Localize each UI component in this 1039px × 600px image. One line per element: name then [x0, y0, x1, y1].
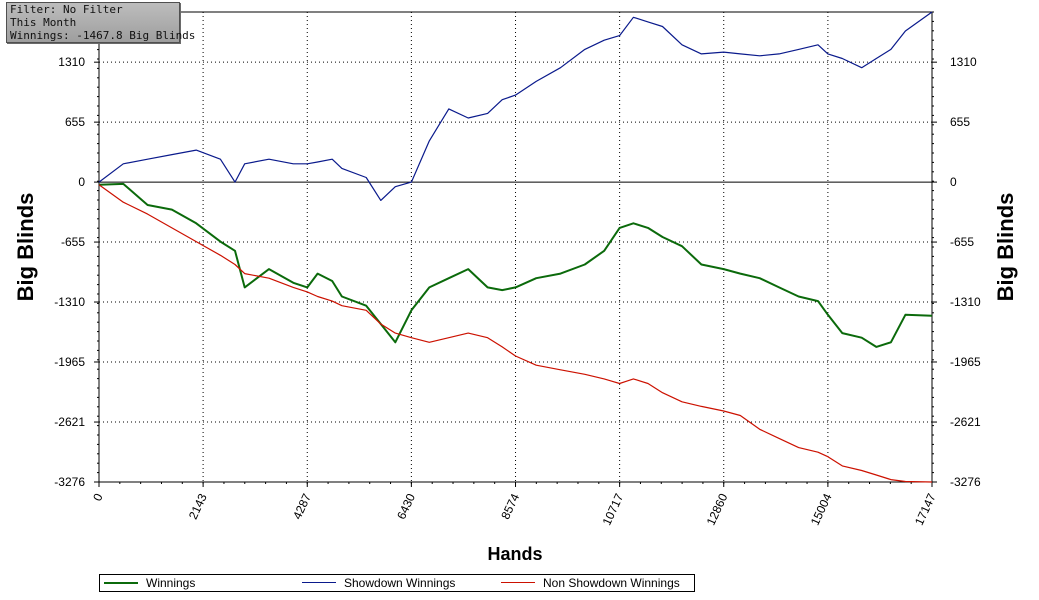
- plot-background: [98, 11, 933, 483]
- x-tick-label: 2143: [186, 491, 210, 521]
- x-tick-label: 6430: [394, 491, 418, 521]
- legend-item-non-showdown: Non Showdown Winnings: [501, 575, 691, 591]
- x-tick-label: 12860: [704, 491, 731, 527]
- x-tick-label: 0: [90, 491, 106, 503]
- legend-label-showdown: Showdown Winnings: [344, 576, 456, 590]
- y-tick-label-right: -3276: [950, 475, 981, 489]
- winnings-summary: Winnings: -1467.8 Big Blinds: [10, 29, 196, 42]
- y-tick-label-left: -2621: [54, 415, 85, 429]
- legend-label-winnings: Winnings: [146, 576, 196, 590]
- y-tick-label-left: 1310: [58, 55, 85, 69]
- x-tick-label: 17147: [912, 491, 939, 527]
- series-line-showdown: [98, 11, 933, 201]
- x-tick-label: 4287: [290, 491, 314, 521]
- legend-swatch-non-showdown: [501, 582, 535, 583]
- x-tick-label: 8574: [498, 491, 522, 521]
- y-tick-label-left: 655: [65, 115, 85, 129]
- y-tick-label-right: -1965: [950, 355, 981, 369]
- period-text: This Month: [10, 16, 77, 29]
- y-tick-label-left: 0: [78, 175, 85, 189]
- legend-swatch-winnings: [104, 582, 138, 584]
- filter-text: Filter: No Filter: [10, 3, 123, 16]
- series-line-winnings: [98, 182, 933, 348]
- grid-lines: [99, 12, 932, 482]
- y-axis-title-left: Big Blinds: [13, 193, 38, 302]
- y-tick-label-right: 1310: [950, 55, 977, 69]
- y-tick-label-left: -1310: [54, 295, 85, 309]
- y-axis-title-right: Big Blinds: [993, 193, 1018, 302]
- series-lines: [98, 11, 933, 483]
- axis-ticks: [94, 11, 937, 487]
- filter-info-box: Filter: No Filter This Month Winnings: -…: [6, 2, 196, 43]
- y-tick-label-left: -1965: [54, 355, 85, 369]
- x-tick-label: 10717: [600, 491, 627, 527]
- legend-item-winnings: Winnings: [104, 575, 284, 591]
- legend-item-showdown: Showdown Winnings: [302, 575, 492, 591]
- y-tick-label-right: -655: [950, 235, 974, 249]
- y-tick-label-right: 0: [950, 175, 957, 189]
- legend-label-non-showdown: Non Showdown Winnings: [543, 576, 680, 590]
- y-tick-label-right: -1310: [950, 295, 981, 309]
- x-tick-label: 15004: [808, 491, 835, 527]
- y-tick-label-left: -3276: [54, 475, 85, 489]
- chart-legend: Winnings Showdown Winnings Non Showdown …: [99, 574, 695, 592]
- x-axis-title: Hands: [487, 544, 542, 564]
- legend-swatch-showdown: [302, 582, 336, 583]
- y-tick-label-right: 655: [950, 115, 970, 129]
- series-line-non-showdown: [98, 184, 933, 483]
- y-tick-label-right: -2621: [950, 415, 981, 429]
- y-tick-label-left: -655: [61, 235, 85, 249]
